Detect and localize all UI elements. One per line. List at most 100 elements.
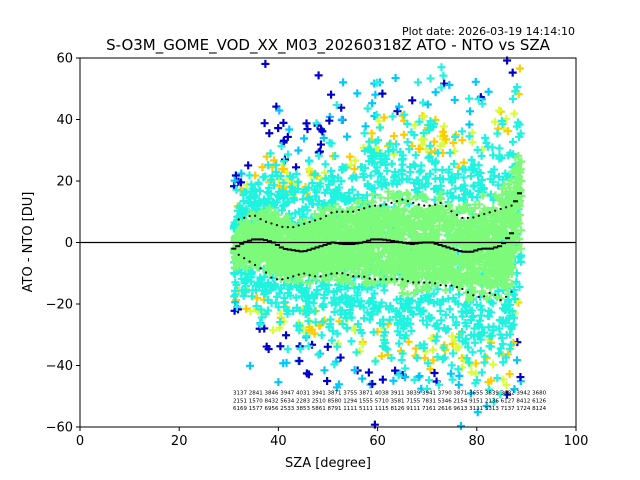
scatter-point bbox=[378, 89, 387, 98]
scatter-point bbox=[273, 224, 282, 233]
stdev-marker bbox=[510, 290, 513, 293]
scatter-point bbox=[332, 100, 341, 109]
stdev-marker bbox=[434, 282, 437, 285]
scatter-point bbox=[232, 185, 241, 194]
scatter-point bbox=[252, 251, 261, 260]
scatter-point bbox=[489, 397, 498, 406]
scatter-point bbox=[346, 160, 355, 169]
scatter-point bbox=[340, 192, 349, 201]
scatter-point bbox=[508, 307, 517, 316]
scatter-point bbox=[299, 188, 308, 197]
scatter-point bbox=[265, 204, 274, 213]
scatter-point bbox=[311, 267, 320, 276]
stdev-marker bbox=[259, 267, 262, 270]
scatter-point bbox=[282, 331, 291, 340]
scatter-point bbox=[399, 130, 408, 139]
scatter-point bbox=[384, 147, 393, 156]
scatter-point bbox=[378, 375, 387, 384]
stdev-marker bbox=[292, 226, 295, 229]
scatter-point bbox=[244, 161, 253, 170]
scatter-point bbox=[482, 401, 491, 410]
scatter-point bbox=[348, 280, 357, 289]
scatter-point bbox=[460, 222, 469, 231]
scatter-point bbox=[259, 173, 268, 182]
scatter-point bbox=[305, 279, 314, 288]
stdev-marker bbox=[264, 271, 268, 274]
stdev-marker bbox=[237, 218, 240, 221]
scatter-point bbox=[414, 373, 423, 382]
scatter-point bbox=[495, 154, 504, 163]
x-axis-label: SZA [degree] bbox=[285, 456, 371, 471]
scatter-point bbox=[327, 90, 336, 99]
scatter-point bbox=[407, 307, 416, 316]
scatter-point bbox=[319, 265, 328, 274]
scatter-point bbox=[408, 220, 417, 229]
scatter-point bbox=[279, 118, 288, 127]
scatter-point bbox=[334, 188, 343, 197]
scatter-point bbox=[340, 309, 349, 318]
scatter-point bbox=[342, 313, 351, 322]
scatter-point bbox=[465, 306, 474, 315]
scatter-point bbox=[276, 318, 285, 327]
scatter-point bbox=[485, 279, 494, 288]
scatter-point bbox=[504, 180, 513, 189]
scatter-point bbox=[445, 305, 454, 314]
scatter-point bbox=[330, 360, 339, 369]
scatter-point bbox=[493, 374, 502, 383]
scatter-point bbox=[492, 280, 501, 289]
scatter-point bbox=[430, 255, 439, 264]
scatter-point bbox=[480, 352, 489, 361]
scatter-point bbox=[279, 164, 288, 173]
scatter-point bbox=[431, 336, 440, 345]
stdev-marker bbox=[395, 278, 399, 281]
scatter-point bbox=[377, 352, 386, 361]
scatter-point bbox=[494, 181, 503, 190]
scatter-point bbox=[258, 163, 267, 172]
scatter-point bbox=[381, 338, 390, 347]
scatter-point bbox=[468, 138, 477, 147]
scatter-point bbox=[505, 370, 514, 379]
scatter-point bbox=[363, 257, 372, 266]
scatter-point bbox=[280, 302, 289, 311]
stdev-marker bbox=[352, 210, 355, 213]
x-tick-label: 100 bbox=[564, 434, 589, 449]
scatter-point bbox=[404, 337, 413, 346]
scatter-point bbox=[438, 165, 447, 174]
stdev-marker bbox=[423, 204, 426, 207]
scatter-point bbox=[427, 123, 436, 132]
scatter-point bbox=[483, 311, 492, 320]
scatter-point bbox=[494, 230, 503, 239]
scatter-point bbox=[302, 284, 311, 293]
scatter-point bbox=[508, 68, 517, 77]
x-tick-label: 40 bbox=[270, 434, 287, 449]
scatter-point bbox=[457, 205, 466, 214]
scatter-point bbox=[365, 145, 374, 154]
scatter-point bbox=[440, 132, 449, 141]
stdev-marker bbox=[319, 217, 322, 220]
stdev-marker bbox=[314, 219, 317, 222]
scatter-point bbox=[313, 231, 322, 240]
scatter-point bbox=[386, 268, 395, 277]
scatter-point bbox=[430, 137, 439, 146]
scatter-point bbox=[263, 295, 272, 304]
scatter-point bbox=[435, 212, 444, 221]
stdev-marker bbox=[259, 218, 262, 221]
stdev-marker bbox=[494, 293, 497, 297]
scatter-point bbox=[331, 227, 340, 236]
scatter-point bbox=[413, 286, 422, 295]
stdev-marker bbox=[275, 278, 279, 281]
scatter-point bbox=[300, 134, 309, 143]
scatter-point bbox=[460, 251, 469, 260]
x-axis-ticks: 0 20 40 60 80 100 bbox=[76, 427, 589, 449]
scatter-point bbox=[264, 184, 273, 193]
scatter-point bbox=[257, 255, 266, 264]
scatter-point bbox=[347, 337, 356, 346]
scatter-point bbox=[348, 203, 357, 212]
scatter-point bbox=[377, 298, 386, 307]
scatter-point bbox=[423, 261, 432, 270]
scatter-point bbox=[430, 231, 439, 240]
scatter-point bbox=[339, 250, 348, 259]
scatter-point bbox=[368, 153, 377, 162]
scatter-point bbox=[250, 193, 259, 202]
